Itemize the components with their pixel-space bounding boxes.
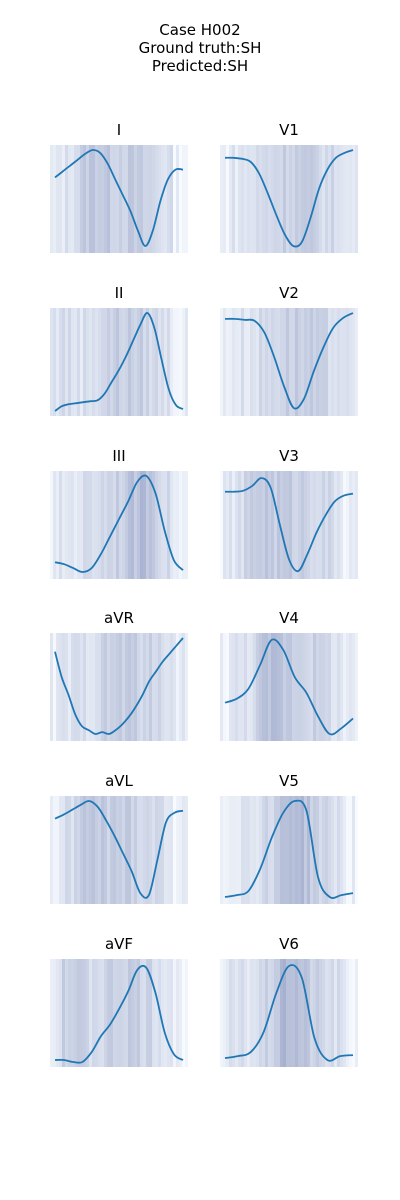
lead-plot-avr xyxy=(50,633,188,741)
lead-plot-i xyxy=(50,145,188,253)
ecg-trace-v1 xyxy=(224,149,354,248)
ground-truth-label: Ground truth:SH xyxy=(138,39,262,57)
lead-plot-avf xyxy=(50,959,188,1067)
lead-panel-v2 xyxy=(220,308,358,416)
lead-title-i: I xyxy=(116,121,122,139)
lead-title-avf: aVF xyxy=(104,935,134,953)
lead-title-v5: V5 xyxy=(279,772,299,790)
heat-background xyxy=(50,145,188,253)
lead-panel-avf xyxy=(50,959,188,1067)
lead-plot-v6 xyxy=(220,959,358,1067)
ecg-trace-v2 xyxy=(224,312,354,410)
lead-plot-ii xyxy=(50,308,188,416)
ecg-trace-v4 xyxy=(224,638,354,736)
heat-background xyxy=(220,796,358,904)
lead-plot-v4 xyxy=(220,633,358,741)
ecg-trace-v3 xyxy=(224,477,354,573)
lead-plot-avl xyxy=(50,796,188,904)
heat-background xyxy=(50,471,188,579)
lead-panel-avr xyxy=(50,633,188,741)
lead-title-v1: V1 xyxy=(279,121,299,139)
lead-title-avr: aVR xyxy=(104,609,134,627)
lead-panel-v4 xyxy=(220,633,358,741)
lead-plot-v1 xyxy=(220,145,358,253)
ecg-trace-avf xyxy=(54,964,184,1064)
heat-background xyxy=(220,959,358,1067)
lead-title-avl: aVL xyxy=(105,772,133,790)
ecg-trace-iii xyxy=(54,474,184,573)
lead-title-v4: V4 xyxy=(279,609,299,627)
lead-title-v6: V6 xyxy=(279,935,299,953)
lead-panel-v5 xyxy=(220,796,358,904)
heat-background xyxy=(50,633,188,741)
ecg-trace-avl xyxy=(54,800,184,899)
lead-title-iii: III xyxy=(112,447,126,465)
lead-panel-i xyxy=(50,145,188,253)
heat-background xyxy=(220,308,358,416)
heat-background xyxy=(220,471,358,579)
ecg-trace-v5 xyxy=(224,799,354,899)
heat-background xyxy=(50,959,188,1067)
predicted-label: Predicted:SH xyxy=(151,57,249,75)
lead-plot-v2 xyxy=(220,308,358,416)
lead-panel-iii xyxy=(50,471,188,579)
ecg-trace-v6 xyxy=(224,964,354,1062)
lead-panel-avl xyxy=(50,796,188,904)
lead-title-ii: II xyxy=(114,284,124,302)
ecg-trace-i xyxy=(54,149,184,247)
lead-title-v3: V3 xyxy=(279,447,299,465)
lead-title-v2: V2 xyxy=(279,284,299,302)
case-title: Case H002 xyxy=(159,21,241,39)
lead-panel-v6 xyxy=(220,959,358,1067)
lead-panel-v1 xyxy=(220,145,358,253)
ecg-trace-ii xyxy=(54,312,184,412)
heat-background xyxy=(220,633,358,741)
lead-plot-v3 xyxy=(220,471,358,579)
lead-panel-ii xyxy=(50,308,188,416)
lead-plot-iii xyxy=(50,471,188,579)
heat-background xyxy=(50,796,188,904)
lead-panel-v3 xyxy=(220,471,358,579)
heat-background xyxy=(220,145,358,253)
lead-plot-v5 xyxy=(220,796,358,904)
ecg-trace-avr xyxy=(54,637,184,735)
heat-background xyxy=(50,308,188,416)
